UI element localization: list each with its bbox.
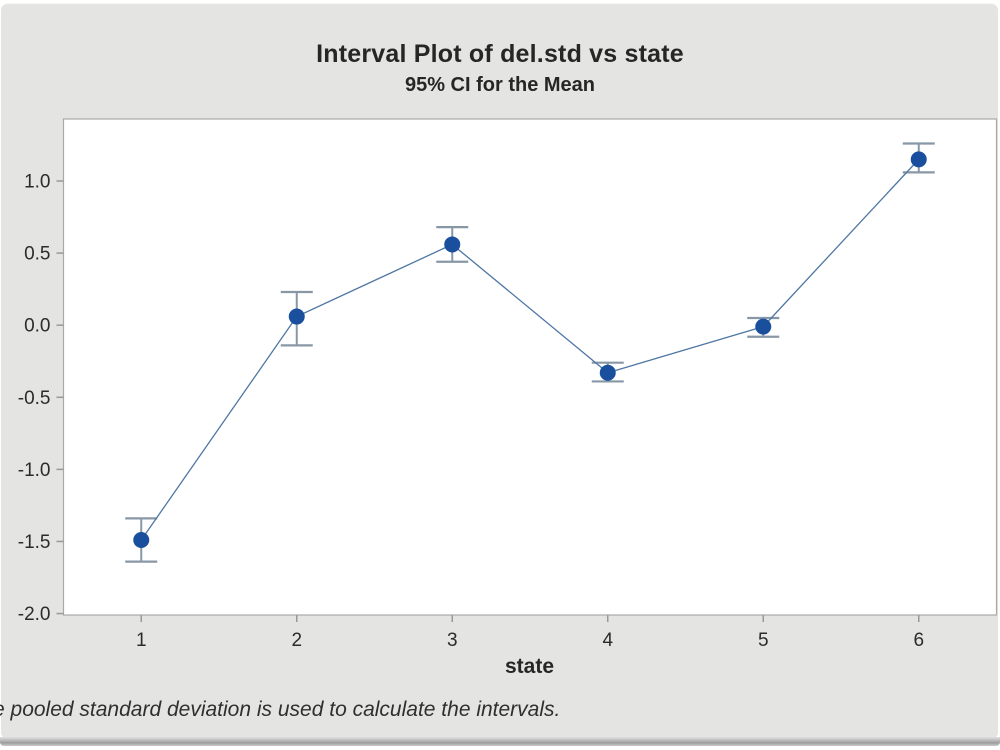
mean-marker (288, 308, 305, 325)
y-axis-tick-label: 1.0 (24, 172, 50, 193)
x-axis-tick-label: 5 (758, 630, 769, 651)
y-axis-tick-label: -1.0 (18, 460, 51, 481)
y-axis-tick-label: -1.5 (18, 532, 51, 553)
x-axis-tick-label: 2 (291, 630, 302, 651)
mean-marker (599, 364, 616, 381)
mean-marker (755, 318, 772, 335)
x-axis-tick-label: 3 (447, 630, 458, 651)
plot-area (62, 118, 998, 616)
y-axis-tick-label: -0.5 (18, 388, 51, 409)
pooled-stdev-footnote: e pooled standard deviation is used to c… (0, 698, 561, 721)
chart-subtitle: 95% CI for the Mean (404, 74, 596, 96)
mean-connect-line (140, 158, 920, 541)
x-axis-tick-label: 6 (913, 630, 924, 651)
y-axis-tick-label: 0.5 (24, 244, 50, 265)
chart-title: Interval Plot of del.std vs state (316, 40, 684, 68)
mean-marker (910, 151, 927, 168)
y-axis-tick-label: 0.0 (24, 316, 50, 337)
mean-marker (444, 236, 461, 253)
y-axis-tick-label: -2.0 (18, 604, 51, 625)
x-axis-tick-label: 1 (136, 630, 147, 651)
window-bottom-edge (0, 737, 1000, 746)
chart-title-block: Interval Plot of del.std vs state 95% CI… (0, 40, 1000, 97)
mean-marker (133, 532, 150, 549)
x-axis-tick-label: 4 (602, 630, 613, 651)
x-axis-title: state (504, 655, 555, 678)
